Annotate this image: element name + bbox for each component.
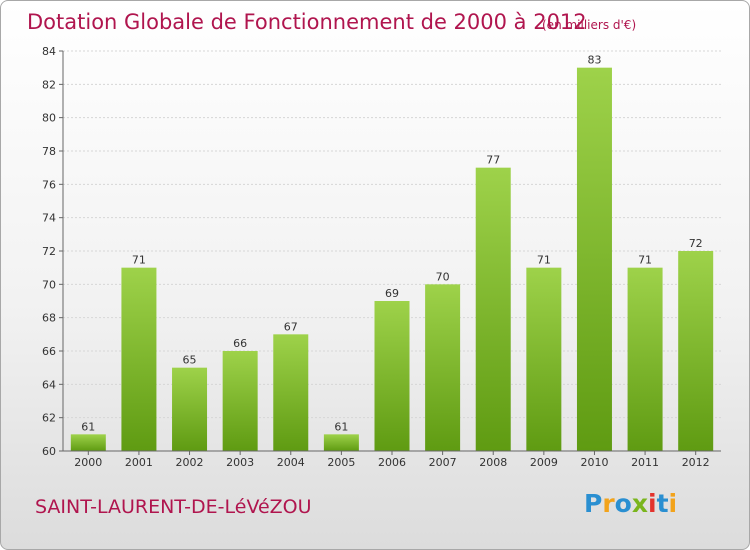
bar: [273, 334, 309, 451]
bar-layer: [70, 67, 714, 452]
y-tick-label: 66: [42, 345, 56, 358]
bar: [121, 267, 157, 451]
bar: [678, 251, 714, 451]
x-tick-label: 2010: [580, 456, 608, 469]
bar-value-label: 71: [537, 254, 551, 267]
bar-value-label: 67: [284, 320, 298, 333]
y-tick-label: 72: [42, 245, 56, 258]
chart-title: Dotation Globale de Fonctionnement de 20…: [27, 10, 587, 34]
y-tick-label: 76: [42, 178, 56, 191]
bar: [526, 267, 562, 451]
y-tick-label: 60: [42, 445, 56, 458]
bar: [222, 351, 258, 451]
chart-unit-note: (en milliers d'€): [542, 18, 637, 32]
bar-value-label: 83: [587, 54, 601, 67]
y-tick-label: 78: [42, 145, 56, 158]
x-tick-label: 2004: [277, 456, 305, 469]
bar: [576, 67, 612, 452]
bar-value-label: 77: [486, 154, 500, 167]
bar-value-label: 71: [638, 254, 652, 267]
bar-value-label: 69: [385, 287, 399, 300]
x-tick-label: 2006: [378, 456, 406, 469]
bar-value-label: 71: [132, 254, 146, 267]
brand-letter: i: [668, 489, 678, 518]
bar-value-label: 61: [81, 420, 95, 433]
brand-letter: x: [631, 489, 648, 518]
x-tick-label: 2011: [631, 456, 659, 469]
y-tick-label: 74: [42, 212, 56, 225]
bar: [323, 434, 359, 451]
x-tick-label: 2008: [479, 456, 507, 469]
bar-value-label: 66: [233, 337, 247, 350]
x-tick-label: 2003: [226, 456, 254, 469]
x-tick-label: 2000: [74, 456, 102, 469]
bar-value-label: 65: [183, 354, 197, 367]
bar: [70, 434, 106, 451]
x-tick-label: 2012: [682, 456, 710, 469]
brand-letter: o: [614, 489, 632, 518]
bar-value-label: 72: [689, 237, 703, 250]
x-tick-label: 2009: [530, 456, 558, 469]
y-tick-label: 70: [42, 278, 56, 291]
brand-letter: P: [584, 489, 603, 518]
brand-letter: t: [656, 489, 669, 518]
label-layer: 61 71 65 66 67 61 69 70 77 71 83 71 72: [81, 54, 702, 434]
bar: [475, 167, 511, 451]
brand-letter: r: [602, 489, 615, 518]
y-tick-label: 62: [42, 412, 56, 425]
x-tick-label: 2001: [125, 456, 153, 469]
bar-value-label: 70: [436, 270, 450, 283]
y-tick-label: 84: [42, 45, 56, 58]
bar: [374, 301, 410, 451]
axis-layer: 60 62 64 66 68 70 72 74 76 78 80 82 84 2000 2001 2002 20…: [42, 45, 721, 469]
commune-name: SAINT-LAURENT-DE-LéVéZOU: [35, 496, 312, 518]
y-tick-label: 80: [42, 112, 56, 125]
bar-value-label: 61: [334, 420, 348, 433]
x-tick-label: 2007: [429, 456, 457, 469]
bar: [172, 367, 208, 451]
brand-letter: i: [648, 489, 657, 518]
y-tick-label: 64: [42, 378, 56, 391]
y-tick-label: 82: [42, 78, 56, 91]
bar: [425, 284, 461, 451]
y-tick-label: 68: [42, 312, 56, 325]
x-tick-label: 2005: [327, 456, 355, 469]
x-tick-label: 2002: [176, 456, 204, 469]
bar: [627, 267, 663, 451]
brand-logo[interactable]: Proxiti: [584, 489, 677, 518]
